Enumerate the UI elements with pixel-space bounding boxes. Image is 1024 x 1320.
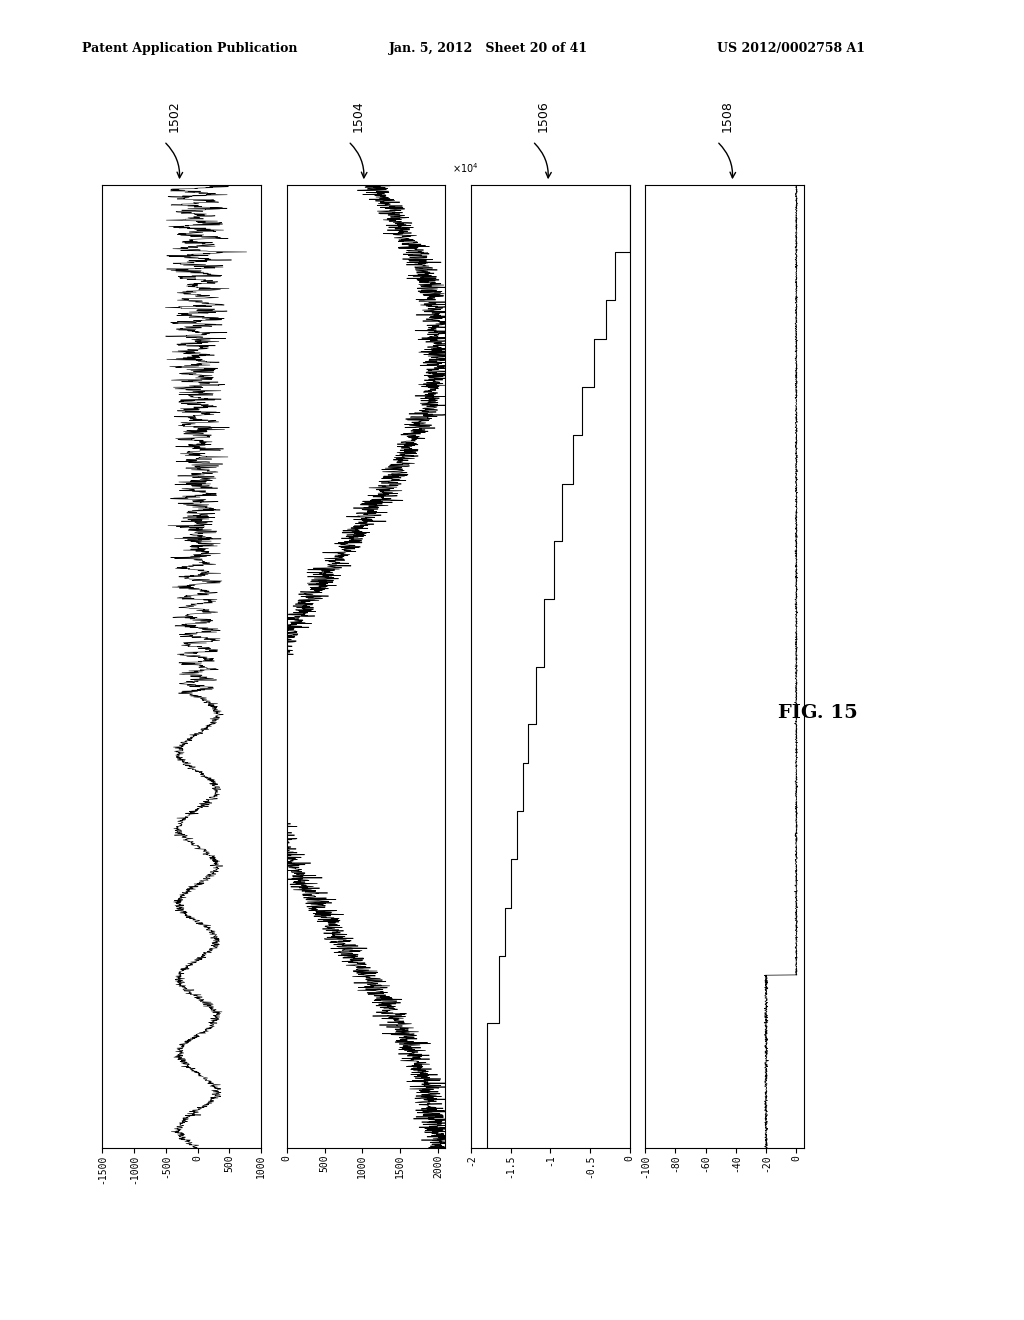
- Text: 1502: 1502: [168, 100, 180, 132]
- Text: Jan. 5, 2012   Sheet 20 of 41: Jan. 5, 2012 Sheet 20 of 41: [389, 42, 588, 55]
- Text: 1504: 1504: [352, 100, 365, 132]
- Text: $\times 10^4$: $\times 10^4$: [452, 161, 478, 176]
- Text: 1508: 1508: [721, 100, 733, 132]
- Text: Patent Application Publication: Patent Application Publication: [82, 42, 297, 55]
- Text: FIG. 15: FIG. 15: [778, 704, 858, 722]
- Text: US 2012/0002758 A1: US 2012/0002758 A1: [717, 42, 865, 55]
- Text: 1506: 1506: [537, 100, 549, 132]
